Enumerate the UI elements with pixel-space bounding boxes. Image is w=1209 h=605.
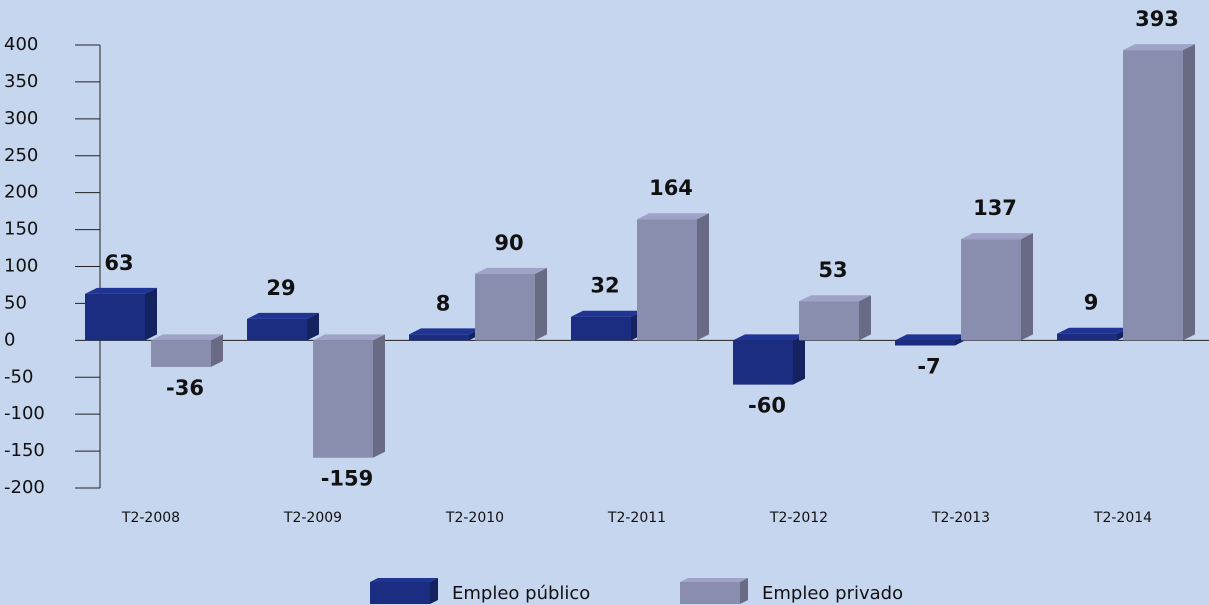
legend-swatch-top [370, 578, 438, 582]
bar [313, 340, 373, 458]
bar-side [1021, 233, 1033, 341]
bar-top [961, 233, 1033, 240]
bar-top [247, 312, 319, 319]
x-tick-label: T2-2012 [769, 510, 828, 526]
y-tick-label: 150 [4, 219, 38, 240]
value-label: -36 [166, 376, 204, 400]
bar-top [571, 310, 643, 317]
legend-label: Empleo público [452, 583, 590, 604]
bar [637, 219, 697, 341]
y-tick-label: -150 [4, 440, 45, 461]
bar-top [1123, 44, 1195, 51]
value-label: 29 [266, 276, 295, 300]
bar [85, 293, 145, 341]
bar [733, 340, 793, 385]
y-tick-label: -200 [4, 477, 45, 498]
y-tick-label: 400 [4, 34, 38, 55]
bar-side [535, 267, 547, 341]
value-label: 9 [1084, 291, 1099, 315]
y-tick-label: -100 [4, 403, 45, 424]
y-tick-label: 50 [4, 292, 27, 313]
legend-swatch-side [430, 578, 438, 604]
bar [151, 340, 211, 367]
value-label: 164 [649, 176, 693, 200]
value-label: -159 [321, 467, 374, 491]
value-label: 8 [436, 291, 451, 315]
bar-top [799, 295, 871, 302]
value-label: 32 [590, 274, 619, 298]
bar-side [697, 213, 709, 341]
bar [475, 273, 535, 341]
value-label: 137 [973, 196, 1017, 220]
legend-swatch-top [680, 578, 748, 582]
y-tick-label: 350 [4, 71, 38, 92]
bar [247, 318, 307, 341]
bar-side [859, 295, 871, 341]
bar [799, 301, 859, 341]
value-label: 90 [494, 231, 523, 255]
bar-side [1183, 44, 1195, 341]
bar-side [145, 287, 157, 341]
bar [1123, 50, 1183, 341]
bar-side [373, 334, 385, 458]
legend-label: Empleo privado [762, 583, 903, 604]
y-tick-label: 200 [4, 182, 38, 203]
legend-swatch [370, 582, 430, 604]
bar-top [151, 334, 223, 341]
bar-top [1057, 327, 1129, 334]
bar [571, 316, 631, 341]
legend-swatch-side [740, 578, 748, 604]
value-label: -7 [917, 355, 940, 379]
bar-top [895, 334, 967, 341]
y-tick-label: -50 [4, 366, 33, 387]
bar-top [733, 334, 805, 341]
bar-top [85, 287, 157, 294]
value-label: -60 [748, 394, 786, 418]
bar-top [409, 328, 481, 335]
legend-swatch [680, 582, 740, 604]
y-tick-label: 300 [4, 108, 38, 129]
y-tick-label: 250 [4, 145, 38, 166]
x-tick-label: T2-2014 [1093, 510, 1152, 526]
bar [961, 239, 1021, 341]
bar-top [637, 213, 709, 220]
bar-top [313, 334, 385, 341]
y-tick-label: 0 [4, 329, 15, 350]
bar [409, 334, 469, 341]
bar-top [475, 267, 547, 274]
bar-side [307, 312, 319, 341]
y-tick-label: 100 [4, 256, 38, 277]
bar-side [211, 334, 223, 367]
x-tick-label: T2-2008 [121, 510, 180, 526]
bar-side [793, 334, 805, 385]
value-label: 393 [1135, 7, 1179, 31]
x-tick-label: T2-2010 [445, 510, 504, 526]
x-tick-label: T2-2011 [607, 510, 666, 526]
x-tick-label: T2-2013 [931, 510, 990, 526]
x-tick-label: T2-2009 [283, 510, 342, 526]
bar [895, 340, 955, 346]
bar [1057, 333, 1117, 341]
value-label: 53 [818, 258, 847, 282]
value-label: 63 [104, 251, 133, 275]
